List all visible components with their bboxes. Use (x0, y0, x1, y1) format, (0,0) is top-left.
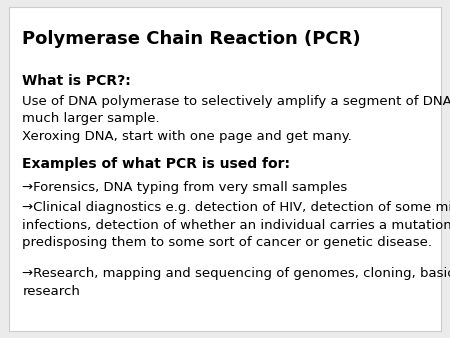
Text: →Clinical diagnostics e.g. detection of HIV, detection of some microbial
infecti: →Clinical diagnostics e.g. detection of … (22, 201, 450, 249)
Text: Examples of what PCR is used for:: Examples of what PCR is used for: (22, 157, 291, 171)
Text: What is PCR?:: What is PCR?: (22, 74, 131, 88)
Text: Use of DNA polymerase to selectively amplify a segment of DNA from a
much larger: Use of DNA polymerase to selectively amp… (22, 95, 450, 143)
Text: Polymerase Chain Reaction (PCR): Polymerase Chain Reaction (PCR) (22, 30, 361, 48)
Text: →Forensics, DNA typing from very small samples: →Forensics, DNA typing from very small s… (22, 181, 348, 194)
Text: →Research, mapping and sequencing of genomes, cloning, basic
research: →Research, mapping and sequencing of gen… (22, 267, 450, 297)
